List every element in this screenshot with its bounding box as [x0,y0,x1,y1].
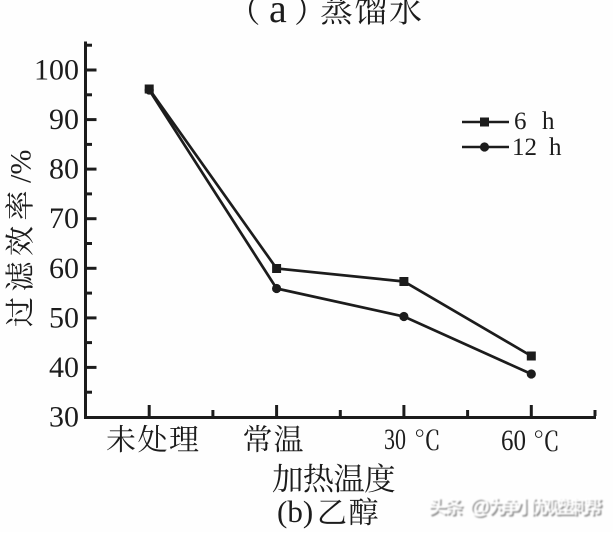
svg-text:12: 12 [512,134,537,161]
svg-text:30: 30 [384,423,406,456]
svg-text:100: 100 [34,54,79,87]
svg-text:6: 6 [514,108,527,135]
svg-text:@: @ [469,495,489,518]
svg-text:70: 70 [49,202,79,235]
svg-text:h: h [542,108,555,135]
svg-text:30: 30 [49,401,79,434]
svg-text:40: 40 [49,351,79,384]
svg-text:90: 90 [49,103,79,136]
svg-text:60: 60 [501,424,526,457]
svg-text:h: h [549,134,562,161]
svg-text:/%: /% [5,150,38,183]
svg-text:a: a [269,0,287,31]
svg-text:(b): (b) [277,494,313,529]
svg-text:60: 60 [49,252,79,285]
svg-text:@: @ [471,497,491,520]
svg-text:80: 80 [49,153,79,186]
svg-text:50: 50 [49,301,79,334]
